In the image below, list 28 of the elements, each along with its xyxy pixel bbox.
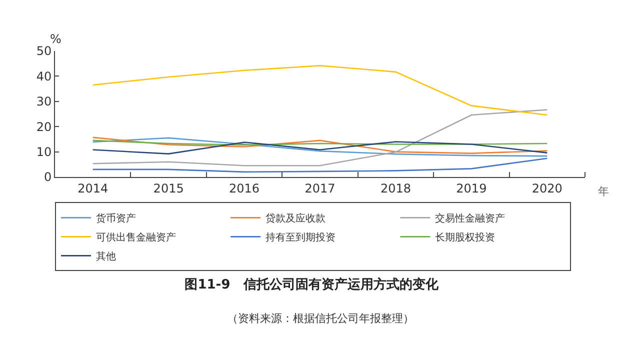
y-tick-label: 20 xyxy=(36,120,52,134)
legend-label: 长期股权投资 xyxy=(435,232,496,244)
text: 图11-9 信托公司固有资产运用方式的变化 xyxy=(184,276,440,292)
legend-label: 货币资产 xyxy=(96,212,136,225)
y-tick-label: 40 xyxy=(36,69,52,84)
line-series xyxy=(92,158,548,173)
x-tick-label: 2015 xyxy=(153,181,184,196)
y-tick-label: 10 xyxy=(36,145,52,159)
legend-label: 持有至到期投资 xyxy=(266,232,336,244)
x-tick-label: 2014 xyxy=(78,181,108,196)
line-series xyxy=(92,141,548,154)
x-tick-label: 2018 xyxy=(380,181,411,196)
x-tick-label: 2016 xyxy=(229,181,260,196)
x-tick-label: 2020 xyxy=(532,181,562,196)
x-tick-label: 2017 xyxy=(304,181,336,196)
legend-label: 其他 xyxy=(96,250,116,263)
y-tick-label: 0 xyxy=(44,170,52,184)
y-tick-label: 50 xyxy=(36,44,52,58)
line-series xyxy=(92,64,548,116)
legend-label: 可供出售金融资产 xyxy=(96,232,176,244)
text: （资料来源：根据信托公司年报整理） xyxy=(227,312,414,325)
y-axis-title: % xyxy=(50,32,62,46)
legend-label: 交易性金融资产 xyxy=(435,212,506,225)
line-series xyxy=(92,109,548,166)
x-tick-label: 2019 xyxy=(456,181,487,196)
x-axis-title: 年 xyxy=(598,185,609,198)
y-tick-label: 30 xyxy=(36,94,52,109)
legend-label: 贷款及应收款 xyxy=(266,212,326,225)
